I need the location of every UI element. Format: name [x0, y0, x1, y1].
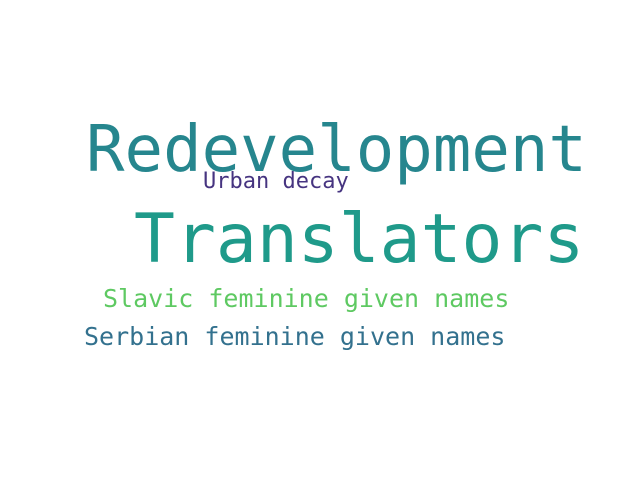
word-serbian-feminine-given-names: Serbian feminine given names	[84, 322, 506, 351]
word-translators: Translators	[134, 200, 585, 279]
word-redevelopment: Redevelopment	[86, 113, 587, 187]
word-urban-decay: Urban decay	[203, 169, 349, 194]
word-slavic-feminine-given-names: Slavic feminine given names	[103, 284, 510, 313]
